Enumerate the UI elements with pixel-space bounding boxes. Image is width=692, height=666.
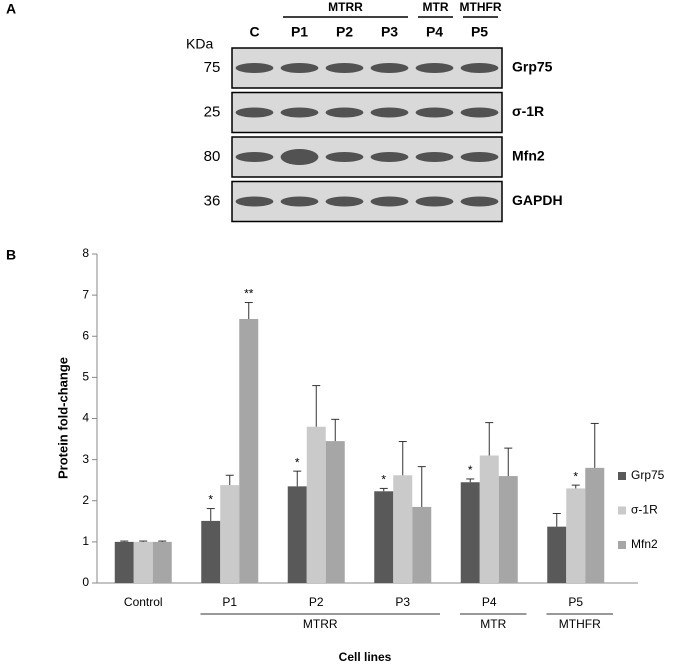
band [235,107,274,118]
blot [231,136,503,178]
x-tick-label: P5 [568,595,583,609]
y-tick-label: 3 [82,452,89,466]
mw-unit: KDa [186,36,213,52]
band [460,196,499,207]
mw-label: 80 [204,148,221,165]
bar [201,520,221,583]
bar [133,541,153,583]
legend-swatch [618,506,626,515]
y-tick-label: 0 [82,575,89,589]
mw-label: 25 [204,103,221,120]
bar [220,485,240,583]
protein-label: Grp75 [512,59,553,75]
lane-group-label: MTRR [328,0,363,14]
y-axis-label: Protein fold-change [55,357,70,479]
bar [479,455,499,583]
band [460,107,499,118]
y-tick-label: 8 [82,246,89,260]
band [280,63,319,73]
mw-label: 75 [204,59,221,76]
bar [325,441,345,583]
lane-label: P3 [381,24,398,40]
lane-label: P5 [471,24,488,40]
bar [585,467,605,583]
band [325,107,364,118]
band [370,196,409,207]
legend-swatch [618,541,626,549]
band [325,63,364,73]
bar [460,482,480,583]
blot [231,180,503,223]
legend-swatch [618,472,626,480]
bar [374,491,394,583]
band [325,196,364,207]
bar [306,426,326,583]
bar [412,506,432,583]
band [460,63,499,73]
band [370,63,409,73]
panel-label: A [6,1,16,17]
protein-label: σ-1R [512,103,544,119]
protein-label: GAPDH [512,192,563,208]
bar [114,541,134,583]
blot [231,91,503,134]
significance: * [295,455,300,469]
significance: ** [244,287,254,301]
y-tick-label: 6 [82,328,89,342]
x-tick-label: P1 [222,595,237,609]
x-tick-label: P2 [309,595,324,609]
group-label: MTRR [303,617,338,631]
bar [547,526,567,583]
group-label: MTR [480,617,506,631]
band [415,152,454,162]
significance: * [573,469,578,483]
y-tick-label: 1 [82,534,89,548]
band [280,107,319,118]
bar [566,488,586,583]
lane-label: C [249,24,259,40]
y-tick-label: 4 [82,411,89,425]
band [415,107,454,118]
blot [231,47,503,89]
significance: * [381,473,386,487]
band [280,149,319,165]
y-tick-label: 2 [82,493,89,507]
lane-group-label: MTR [423,0,449,14]
band [370,152,409,162]
lane-label: P1 [291,24,308,40]
x-tick-label: P3 [395,595,410,609]
x-tick-label: Control [124,595,163,609]
band [415,196,454,207]
band [235,196,274,207]
band [415,63,454,73]
bar [239,318,259,583]
band [325,152,364,162]
x-axis-label: Cell lines [339,650,392,664]
protein-label: Mfn2 [512,148,545,164]
legend-label: Grp75 [631,468,665,482]
significance: * [468,463,473,477]
mw-label: 36 [204,192,221,209]
lane-label: P2 [336,24,353,40]
bar [498,476,518,583]
lane-group-label: MTHFR [460,0,502,14]
legend-label: Mfn2 [631,537,658,551]
bar [152,541,172,583]
y-tick-label: 7 [82,287,89,301]
bar [393,475,413,583]
y-tick-label: 5 [82,370,89,384]
significance: * [208,493,213,507]
group-label: MTHFR [559,617,601,631]
legend-label: σ-1R [631,503,658,517]
x-tick-label: P4 [482,595,497,609]
band [235,152,274,162]
panel-label: B [6,247,16,263]
bar [287,486,307,583]
band [280,196,319,207]
band [370,107,409,118]
band [460,152,499,162]
band [235,63,274,73]
lane-label: P4 [426,24,443,40]
